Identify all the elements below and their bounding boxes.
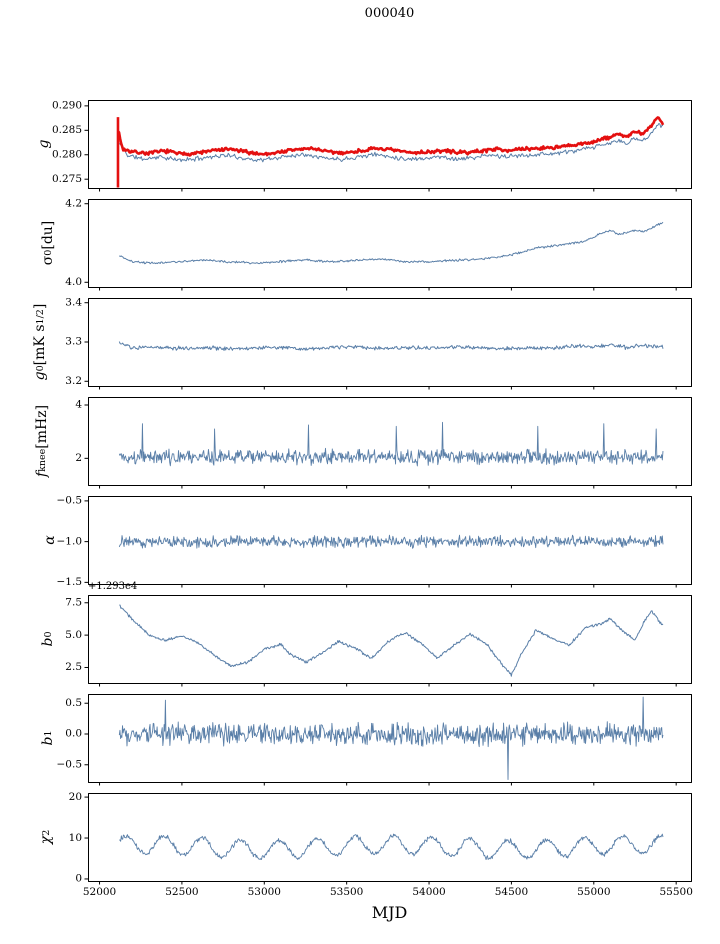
label-fragment: 1/2 [34, 309, 46, 325]
label-fragment: 2 [40, 829, 52, 836]
label-fragment: 1 [42, 730, 54, 737]
label-fragment: χ [38, 835, 54, 845]
label-fragment: 0 [42, 631, 54, 638]
x-axis-label: MJD [371, 903, 408, 922]
y-axis-offset-text: +1.293e4 [88, 581, 138, 592]
label-fragment: ] [32, 303, 48, 310]
figure-title: 000040 [364, 6, 415, 21]
